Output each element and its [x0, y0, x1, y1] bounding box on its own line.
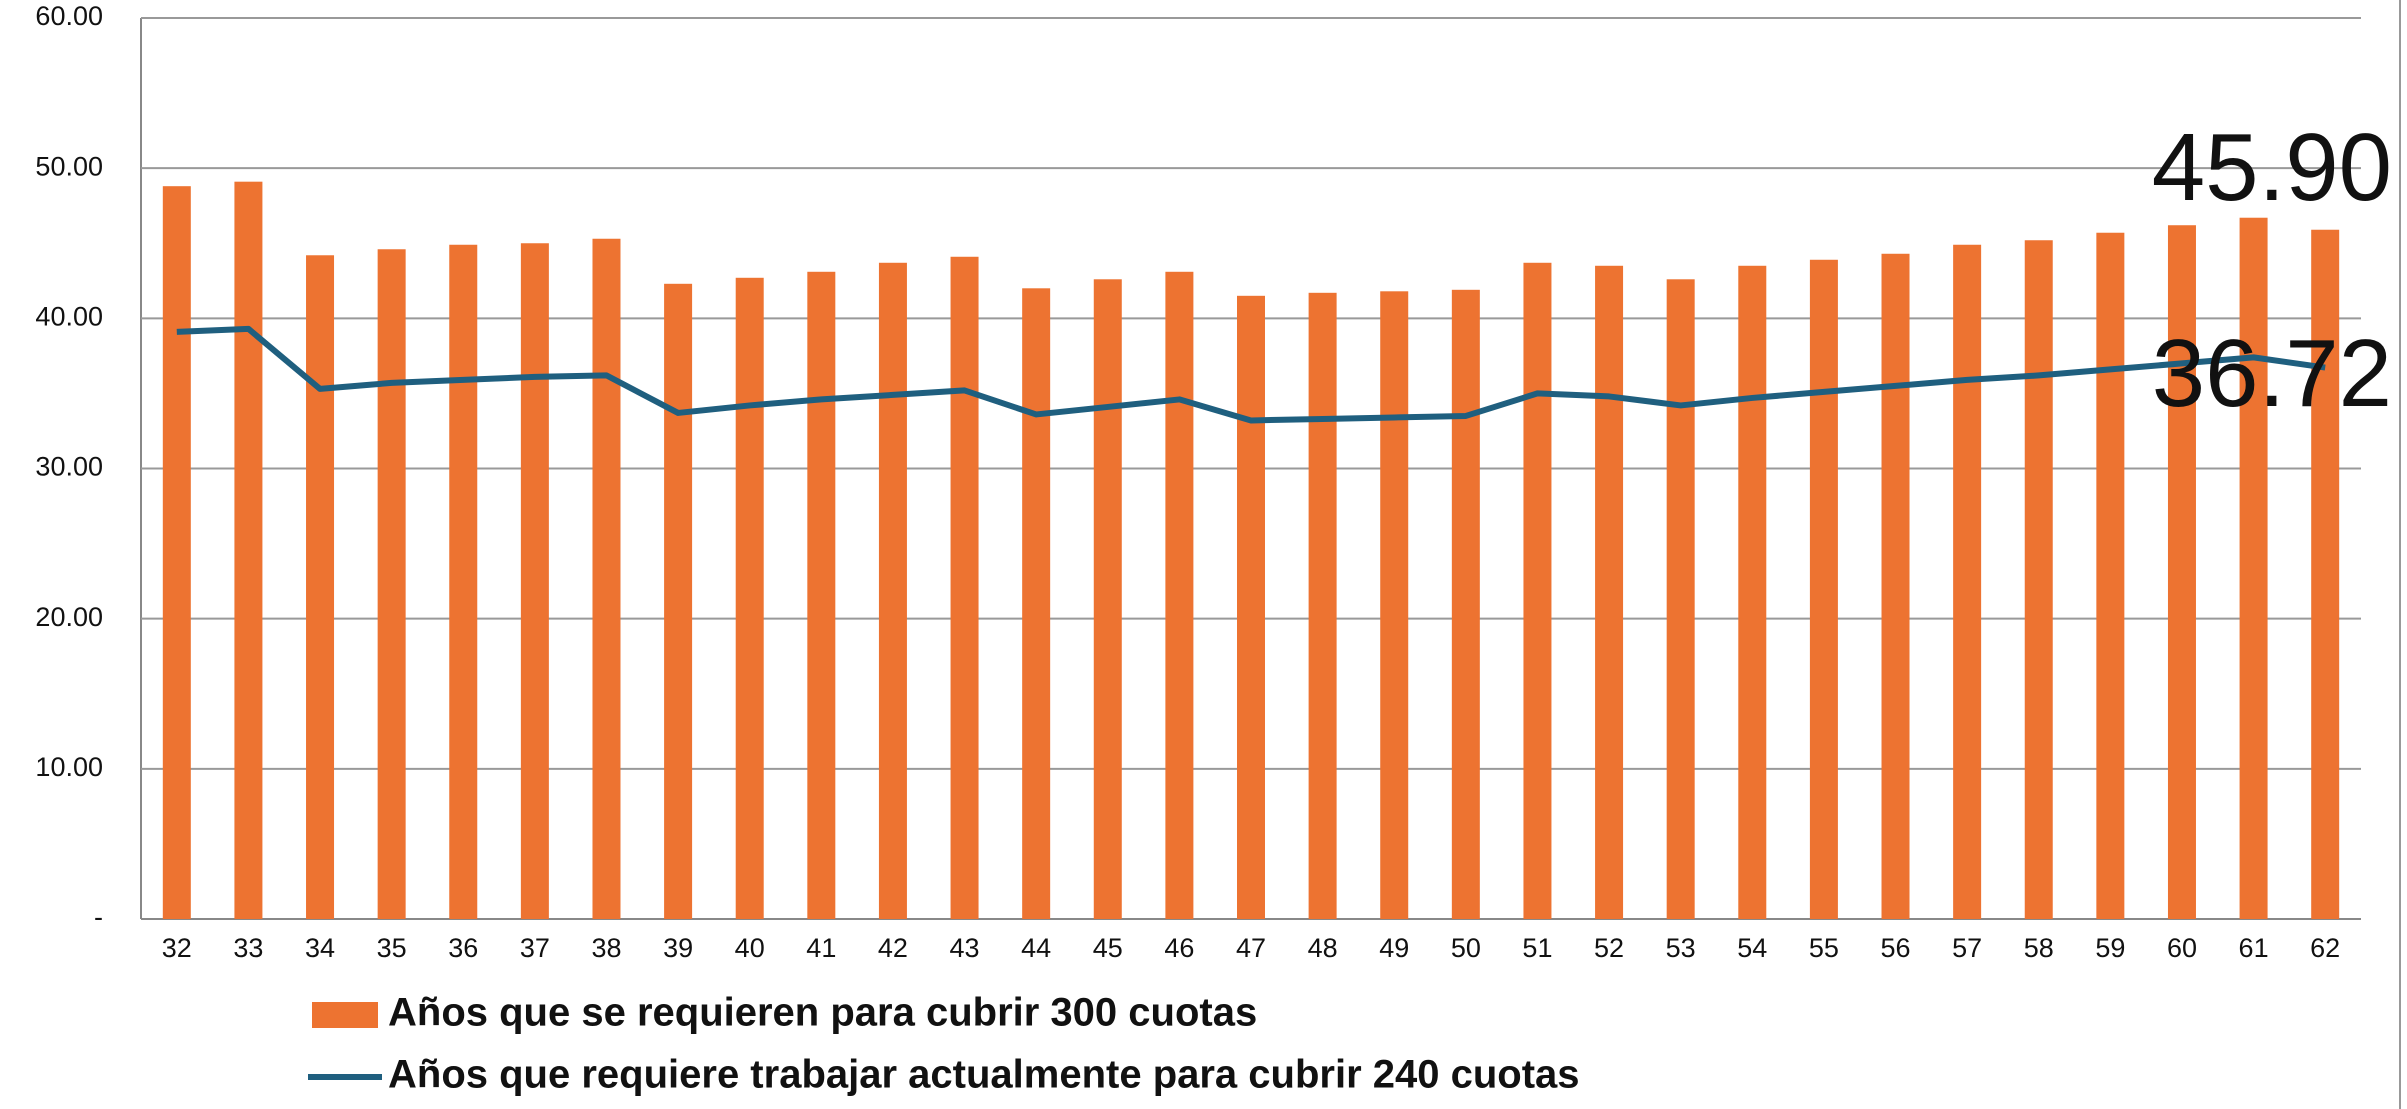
x-tick-label: 57 — [1952, 933, 1982, 963]
y-tick-label: 50.00 — [35, 151, 103, 181]
bar — [2167, 225, 2196, 920]
x-tick-label: 61 — [2239, 933, 2269, 963]
y-tick-label: 10.00 — [35, 752, 103, 782]
bar — [1308, 292, 1337, 919]
legend-label: Años que se requieren para cubrir 300 cu… — [388, 991, 1257, 1035]
bar — [2096, 232, 2125, 919]
bar — [878, 262, 907, 919]
x-tick-label: 49 — [1379, 933, 1409, 963]
bar — [1953, 244, 1982, 920]
x-tick-label: 39 — [663, 933, 693, 963]
bar — [1809, 259, 1838, 920]
x-tick-label: 54 — [1737, 933, 1767, 963]
x-tick-label: 47 — [1236, 933, 1266, 963]
y-tick-label: 60.00 — [35, 1, 103, 31]
bar — [234, 181, 263, 920]
y-tick-label: - — [94, 902, 103, 932]
x-tick-label: 37 — [520, 933, 550, 963]
bar — [592, 238, 621, 919]
legend-swatch — [312, 1002, 378, 1028]
bar — [449, 244, 478, 920]
bar — [1165, 271, 1194, 919]
bar — [1022, 288, 1051, 919]
x-tick-label: 55 — [1809, 933, 1839, 963]
bar — [1595, 265, 1624, 919]
x-tick-label: 34 — [305, 933, 335, 963]
data-label: 45.90 — [2152, 114, 2392, 221]
x-tick-label: 42 — [878, 933, 908, 963]
bar — [1451, 289, 1480, 920]
x-tick-label: 48 — [1308, 933, 1338, 963]
y-tick-label: 20.00 — [35, 602, 103, 632]
x-tick-label: 45 — [1093, 933, 1123, 963]
legend-label: Años que requiere trabajar actualmente p… — [388, 1053, 1580, 1097]
x-tick-label: 40 — [735, 933, 765, 963]
x-tick-label: 52 — [1594, 933, 1624, 963]
x-tick-label: 53 — [1666, 933, 1696, 963]
bar — [664, 283, 693, 919]
x-tick-label: 44 — [1021, 933, 1051, 963]
x-tick-label: 43 — [950, 933, 980, 963]
x-tick-label: 32 — [162, 933, 192, 963]
x-tick-label: 62 — [2310, 933, 2340, 963]
x-tick-label: 35 — [377, 933, 407, 963]
bar — [520, 243, 549, 919]
bar — [1237, 295, 1265, 919]
x-tick-label: 50 — [1451, 933, 1481, 963]
bar — [2239, 217, 2268, 919]
data-label: 36.72 — [2152, 320, 2392, 427]
bar — [2311, 229, 2340, 920]
y-tick-label: 30.00 — [35, 452, 103, 482]
x-tick-label: 56 — [1880, 933, 1910, 963]
x-tick-label: 36 — [448, 933, 478, 963]
x-tick-label: 46 — [1164, 933, 1194, 963]
bar — [1523, 262, 1552, 919]
y-tick-label: 40.00 — [35, 301, 103, 331]
x-tick-label: 60 — [2167, 933, 2197, 963]
x-tick-label: 51 — [1522, 933, 1552, 963]
bar — [807, 271, 836, 919]
bar — [735, 277, 764, 919]
x-tick-label: 59 — [2095, 933, 2125, 963]
bar — [950, 256, 979, 919]
line — [176, 325, 2326, 424]
bar — [1093, 279, 1122, 919]
bar — [377, 249, 406, 920]
x-tick-label: 58 — [2024, 933, 2054, 963]
bar — [162, 186, 191, 920]
bar — [1380, 291, 1409, 919]
bar — [2024, 240, 2053, 919]
bar — [1881, 253, 1910, 920]
x-tick-label: 41 — [806, 933, 836, 963]
bar — [1738, 265, 1767, 919]
bar — [306, 255, 335, 920]
x-tick-label: 33 — [233, 933, 263, 963]
bar — [1666, 279, 1695, 919]
x-tick-label: 38 — [591, 933, 621, 963]
